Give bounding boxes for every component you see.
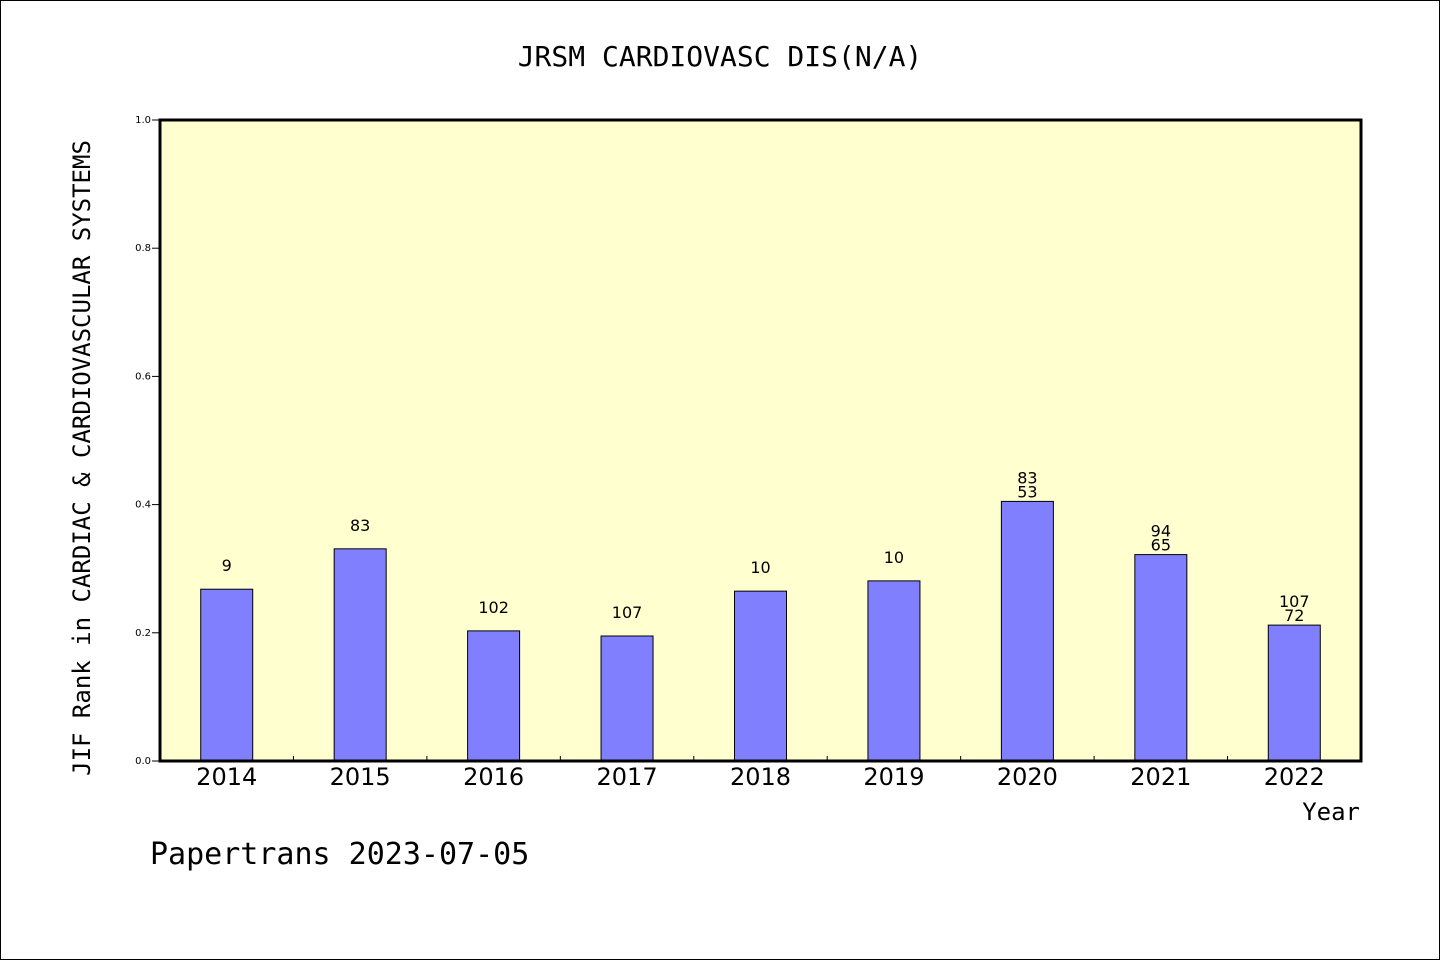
y-tick-label: 0.4 bbox=[135, 500, 151, 511]
x-tick-label: 2020 bbox=[997, 763, 1058, 791]
bar-data-label: 83 bbox=[1017, 468, 1037, 487]
bar-data-label: 9 bbox=[222, 556, 232, 575]
bar-2019 bbox=[867, 580, 921, 762]
bar-2018 bbox=[734, 590, 787, 762]
x-tick-label: 2018 bbox=[730, 763, 791, 791]
bar-data-label: 102 bbox=[478, 598, 509, 617]
x-axis-label: Year bbox=[1302, 798, 1360, 826]
chart-title: JRSM CARDIOVASC DIS(N/A) bbox=[518, 40, 923, 73]
bar-data-label: 65 bbox=[1151, 536, 1171, 555]
y-tick-label: 0.8 bbox=[135, 243, 151, 254]
plot-border bbox=[158, 118, 1363, 763]
x-tick-label: 2022 bbox=[1264, 763, 1325, 791]
bar-2016 bbox=[467, 630, 521, 762]
bar-data-label: 107 bbox=[612, 603, 643, 622]
bar-data-label: 10 bbox=[750, 558, 770, 577]
x-axis-ticks: 2014 2015 2016 2017 2018 2019 2020 2021 2022 bbox=[196, 756, 1325, 791]
bar-2022 bbox=[1267, 624, 1321, 762]
x-tick-label: 2014 bbox=[196, 763, 257, 791]
y-axis-ticks: 0.0 0.2 0.4 0.6 0.8 1.0 bbox=[135, 115, 160, 767]
bars-group bbox=[200, 500, 1321, 762]
x-tick-label: 2017 bbox=[597, 763, 658, 791]
bar-2014 bbox=[200, 588, 254, 762]
x-tick-label: 2021 bbox=[1130, 763, 1191, 791]
bar-data-label: 72 bbox=[1284, 606, 1304, 625]
y-tick-label: 0.2 bbox=[135, 628, 151, 639]
bar-data-label: 10 bbox=[884, 548, 904, 567]
bar-2021 bbox=[1134, 554, 1188, 762]
y-tick-label: 0.6 bbox=[135, 371, 151, 382]
y-axis-label: JIF Rank in CARDIAC & CARDIOVASCULAR SYS… bbox=[68, 140, 96, 776]
x-tick-label: 2016 bbox=[463, 763, 524, 791]
footer-text: Papertrans 2023-07-05 bbox=[150, 837, 529, 872]
x-tick-label: 2019 bbox=[863, 763, 924, 791]
bar-data-label: 107 bbox=[1279, 592, 1310, 611]
bar-2020 bbox=[1000, 500, 1054, 762]
bar-data-label: 83 bbox=[350, 516, 370, 535]
bar-data-label: 94 bbox=[1151, 522, 1171, 541]
bar-2017 bbox=[600, 635, 654, 762]
x-tick-label: 2015 bbox=[330, 763, 391, 791]
bar-2015 bbox=[333, 548, 387, 762]
y-tick-label: 1.0 bbox=[135, 115, 151, 126]
bar-data-label: 53 bbox=[1017, 482, 1037, 501]
y-tick-label: 0.0 bbox=[135, 756, 151, 767]
